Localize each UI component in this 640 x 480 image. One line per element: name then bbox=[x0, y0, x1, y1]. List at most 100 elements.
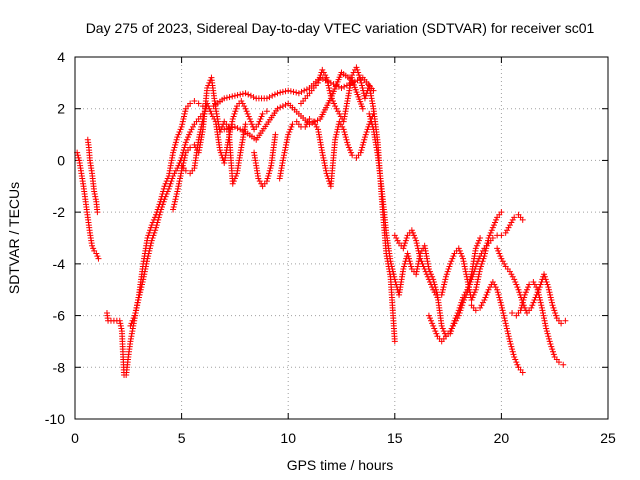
data-point-interp bbox=[548, 299, 555, 306]
y-tick-label: 4 bbox=[57, 49, 65, 65]
data-point bbox=[229, 116, 236, 123]
data-point-interp bbox=[442, 276, 449, 283]
data-point-interp bbox=[143, 260, 150, 267]
data-point-interp bbox=[154, 219, 161, 226]
data-point bbox=[489, 278, 496, 285]
y-tick-label: 0 bbox=[57, 152, 65, 168]
data-point-interp bbox=[172, 167, 179, 174]
data-point-interp bbox=[164, 188, 171, 195]
data-point-interp bbox=[369, 123, 376, 130]
data-point-interp bbox=[250, 94, 257, 101]
data-point bbox=[174, 134, 181, 141]
data-point-interp bbox=[266, 167, 273, 174]
data-point bbox=[391, 232, 398, 239]
data-point-interp bbox=[132, 309, 139, 316]
data-point-interp bbox=[454, 315, 461, 322]
data-point-interp bbox=[505, 330, 512, 337]
data-point bbox=[498, 255, 505, 262]
data-point-interp bbox=[172, 141, 179, 148]
data-point bbox=[413, 271, 420, 278]
data-point-interp bbox=[325, 82, 332, 89]
data-point-interp bbox=[175, 183, 182, 190]
data-point bbox=[489, 235, 496, 241]
data-point-interp bbox=[462, 294, 469, 301]
data-point-interp bbox=[358, 147, 365, 154]
plot-border bbox=[74, 56, 609, 420]
data-point-interp bbox=[414, 266, 421, 273]
data-point bbox=[289, 121, 296, 128]
data-point bbox=[174, 188, 181, 195]
data-point bbox=[468, 297, 475, 304]
data-point-interp bbox=[473, 284, 480, 291]
data-point-interp bbox=[237, 91, 244, 98]
data-point-interp bbox=[541, 315, 548, 322]
data-point-interp bbox=[538, 278, 545, 285]
data-point-interp bbox=[327, 90, 334, 97]
data-point-interp bbox=[239, 100, 246, 107]
data-point-interp bbox=[332, 134, 339, 141]
data-point bbox=[127, 322, 134, 329]
data-point-interp bbox=[501, 260, 508, 267]
data-point-interp bbox=[509, 346, 516, 353]
data-point bbox=[472, 263, 479, 270]
data-point-interp bbox=[145, 253, 152, 260]
data-point-interp bbox=[118, 325, 125, 332]
data-point-interp bbox=[394, 237, 401, 244]
data-point-interp bbox=[156, 211, 163, 218]
data-point-interp bbox=[237, 126, 244, 133]
data-point-interp bbox=[207, 108, 214, 115]
data-point bbox=[464, 289, 471, 296]
data-point-interp bbox=[537, 297, 544, 304]
data-point-interp bbox=[486, 232, 493, 239]
data-point-interp bbox=[117, 322, 124, 329]
data-point bbox=[472, 245, 479, 252]
data-point-interp bbox=[439, 289, 446, 296]
data-point bbox=[182, 139, 189, 146]
data-point bbox=[391, 276, 398, 283]
data-point-interp bbox=[226, 134, 233, 141]
data-point-interp bbox=[441, 281, 448, 288]
data-point-interp bbox=[410, 232, 417, 239]
data-point bbox=[485, 286, 492, 293]
data-point-interp bbox=[155, 216, 162, 223]
data-point-interp bbox=[200, 113, 207, 120]
data-point-interp bbox=[166, 183, 173, 190]
data-point-interp bbox=[503, 325, 510, 332]
data-point-interp bbox=[339, 123, 346, 130]
data-point-interp bbox=[333, 128, 340, 135]
data-point-interp bbox=[321, 160, 328, 167]
data-point bbox=[562, 317, 569, 324]
data-point-interp bbox=[181, 154, 188, 161]
data-point-interp bbox=[355, 69, 362, 76]
data-point-interp bbox=[363, 128, 370, 135]
data-point-interp bbox=[503, 322, 510, 329]
tick-labels: 0 5 10 15 20 25 -10 -8 -6 -4 -2 0 2 4 bbox=[45, 49, 616, 446]
data-point-interp bbox=[244, 110, 251, 117]
data-point-interp bbox=[508, 219, 515, 226]
data-point-interp bbox=[147, 242, 154, 249]
data-point-interp bbox=[319, 75, 326, 82]
data-point-interp bbox=[444, 268, 451, 275]
data-point bbox=[187, 128, 194, 135]
data-point-interp bbox=[141, 271, 148, 278]
data-point-interp bbox=[229, 93, 236, 100]
data-point-interp bbox=[462, 266, 469, 273]
data-point-interp bbox=[316, 74, 323, 81]
y-axis-label: SDTVAR / TECUs bbox=[6, 182, 22, 294]
data-point-interp bbox=[128, 320, 135, 327]
data-point bbox=[94, 209, 101, 216]
data-point-interp bbox=[175, 180, 182, 187]
data-point-interp bbox=[201, 110, 208, 117]
data-point-interp bbox=[401, 263, 408, 270]
data-point-interp bbox=[552, 312, 559, 319]
data-point-interp bbox=[514, 361, 521, 368]
data-point-interp bbox=[146, 245, 153, 252]
data-point bbox=[332, 136, 339, 143]
data-point bbox=[208, 110, 215, 117]
data-point-interp bbox=[414, 245, 421, 252]
data-point bbox=[506, 222, 513, 229]
data-point-interp bbox=[266, 170, 273, 177]
data-point-interp bbox=[535, 291, 542, 298]
data-point bbox=[477, 304, 484, 311]
data-point-interp bbox=[229, 118, 236, 125]
